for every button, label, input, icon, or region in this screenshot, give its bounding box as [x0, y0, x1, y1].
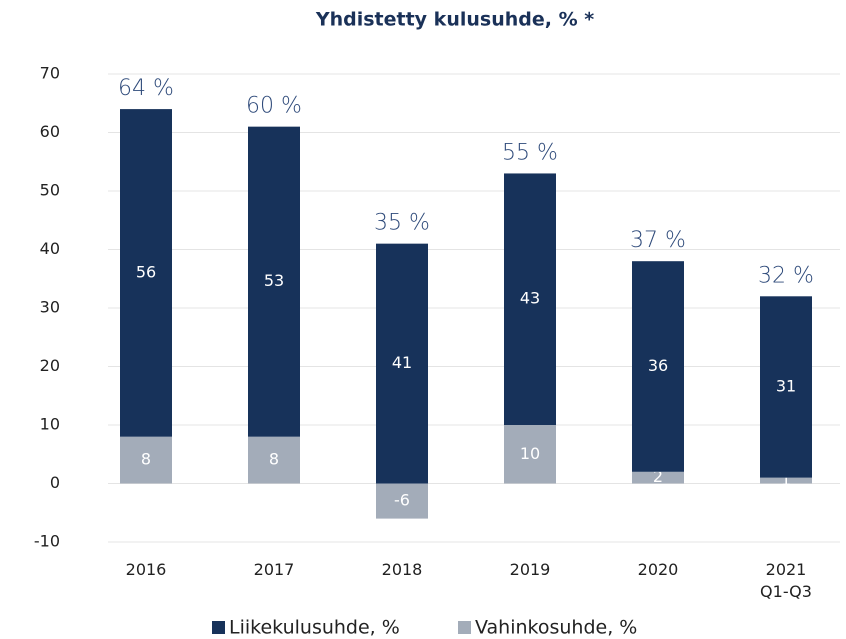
y-tick-label: 10	[40, 415, 60, 434]
y-tick-label: 50	[40, 181, 60, 200]
y-tick-label: 30	[40, 298, 60, 317]
x-tick-label: 2019	[510, 560, 551, 579]
bar-segment	[760, 477, 812, 484]
y-tick-label: 40	[40, 239, 60, 258]
data-label: 1	[781, 470, 791, 489]
chart-title: Yhdistetty kulusuhde, % *	[315, 9, 594, 31]
bar-segment	[504, 425, 556, 484]
bar-segment	[376, 483, 428, 519]
x-tick-label: 2020	[638, 560, 679, 579]
data-label: 8	[141, 450, 151, 469]
data-label: 10	[520, 444, 540, 463]
y-tick-label: 60	[40, 122, 60, 141]
bar-segment	[376, 243, 428, 484]
data-label: 43	[520, 289, 540, 308]
y-tick-label: 20	[40, 356, 60, 375]
total-label: 37 %	[630, 228, 686, 253]
y-tick-label: -10	[34, 532, 60, 551]
data-label: 41	[392, 353, 412, 372]
data-label: 56	[136, 262, 156, 281]
bar-segment	[632, 471, 684, 484]
total-label: 55 %	[502, 140, 558, 165]
data-label: -6	[394, 491, 410, 510]
legend-label: Liikekulusuhde, %	[229, 617, 400, 639]
bar-segment	[248, 126, 300, 437]
data-label: 2	[653, 467, 663, 486]
x-tick-label: 2018	[382, 560, 423, 579]
y-tick-label: 70	[40, 64, 60, 83]
x-tick-label: 2021 Q1-Q3	[760, 560, 812, 601]
x-tick-label: 2016	[126, 560, 167, 579]
legend-swatch	[212, 621, 225, 634]
bar-segment	[632, 261, 684, 472]
total-label: 64 %	[118, 76, 174, 101]
total-label: 60 %	[246, 94, 302, 119]
data-label: 36	[648, 356, 668, 375]
data-label: 53	[264, 271, 284, 290]
x-tick-label: 2017	[254, 560, 295, 579]
bar-segment	[120, 436, 172, 484]
legend-label: Vahinkosuhde, %	[475, 617, 637, 639]
bar-segment	[248, 436, 300, 484]
legend-swatch	[458, 621, 471, 634]
bar-segment	[504, 173, 556, 425]
bar-segment	[120, 109, 172, 437]
y-tick-label: 0	[50, 473, 60, 492]
data-label: 8	[269, 450, 279, 469]
total-label: 35 %	[374, 211, 430, 236]
total-label: 32 %	[758, 263, 814, 288]
bar-segment	[760, 296, 812, 478]
data-label: 31	[776, 376, 796, 395]
